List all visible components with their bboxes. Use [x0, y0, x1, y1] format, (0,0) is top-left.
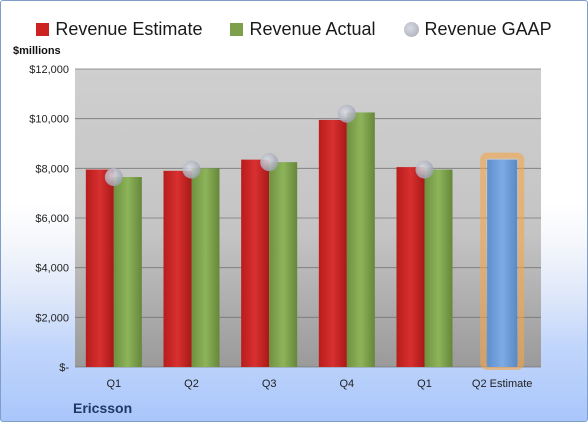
y-tick-label: $4,000: [35, 263, 69, 275]
x-tick-label: Q4: [339, 378, 354, 390]
y-tick-label: $2,000: [35, 312, 69, 324]
bar-revenue-actual: [113, 177, 142, 367]
marker-revenue-gaap: [337, 104, 356, 123]
legend-swatch-revenue-estimate: [36, 22, 50, 36]
y-axis-ticks: $- $2,000 $4,000 $6,000 $8,000 $10,000 $12,000: [29, 64, 69, 374]
legend-label-revenue-gaap: Revenue GAAP: [424, 18, 552, 39]
bars: [85, 112, 525, 370]
y-axis-unit-label: $millions: [13, 45, 61, 57]
legend-item-revenue-actual: Revenue Actual: [230, 18, 376, 40]
x-axis-ticks: Q1 Q2 Q3 Q4 Q1 Q2 Estimate: [106, 378, 532, 390]
legend-swatch-revenue-actual: [230, 22, 244, 36]
legend-label-revenue-actual: Revenue Actual: [249, 18, 376, 39]
legend-swatch-revenue-gaap: [403, 21, 419, 37]
gridlines: [75, 68, 541, 368]
company-label: Ericsson: [73, 400, 133, 416]
gaap-markers: [104, 104, 434, 187]
marker-revenue-gaap: [182, 160, 201, 179]
bar-revenue-actual: [269, 162, 298, 367]
x-tick-label: Q2 Estimate: [472, 378, 533, 390]
y-tick-label: $6,000: [35, 213, 69, 225]
marker-revenue-gaap: [260, 153, 279, 172]
y-tick-label: $-: [59, 362, 69, 374]
marker-revenue-gaap: [104, 168, 123, 187]
x-tick-label: Q1: [417, 378, 432, 390]
y-tick-label: $10,000: [29, 114, 69, 126]
bar-revenue-estimate: [396, 167, 425, 367]
x-tick-label: Q3: [262, 378, 277, 390]
bar-revenue-actual: [346, 112, 375, 367]
bar-revenue-estimate: [85, 169, 114, 367]
y-tick-label: $8,000: [35, 163, 69, 175]
y-tick-label: $12,000: [29, 64, 69, 76]
bar-revenue-actual: [191, 168, 220, 367]
marker-revenue-gaap: [415, 160, 434, 179]
x-tick-label: Q1: [106, 378, 121, 390]
bar-revenue-estimate: [163, 170, 192, 367]
legend-label-revenue-estimate: Revenue Estimate: [55, 18, 203, 39]
legend: Revenue Estimate Revenue Actual Revenue …: [1, 15, 587, 43]
bar-q2-estimate: [487, 159, 518, 367]
bar-revenue-estimate: [318, 119, 347, 368]
legend-item-revenue-estimate: Revenue Estimate: [36, 19, 202, 40]
legend-item-revenue-gaap: Revenue GAAP: [403, 18, 552, 40]
x-tick-label: Q2: [184, 378, 199, 390]
bar-revenue-actual: [424, 169, 453, 367]
bar-revenue-estimate: [241, 159, 270, 367]
